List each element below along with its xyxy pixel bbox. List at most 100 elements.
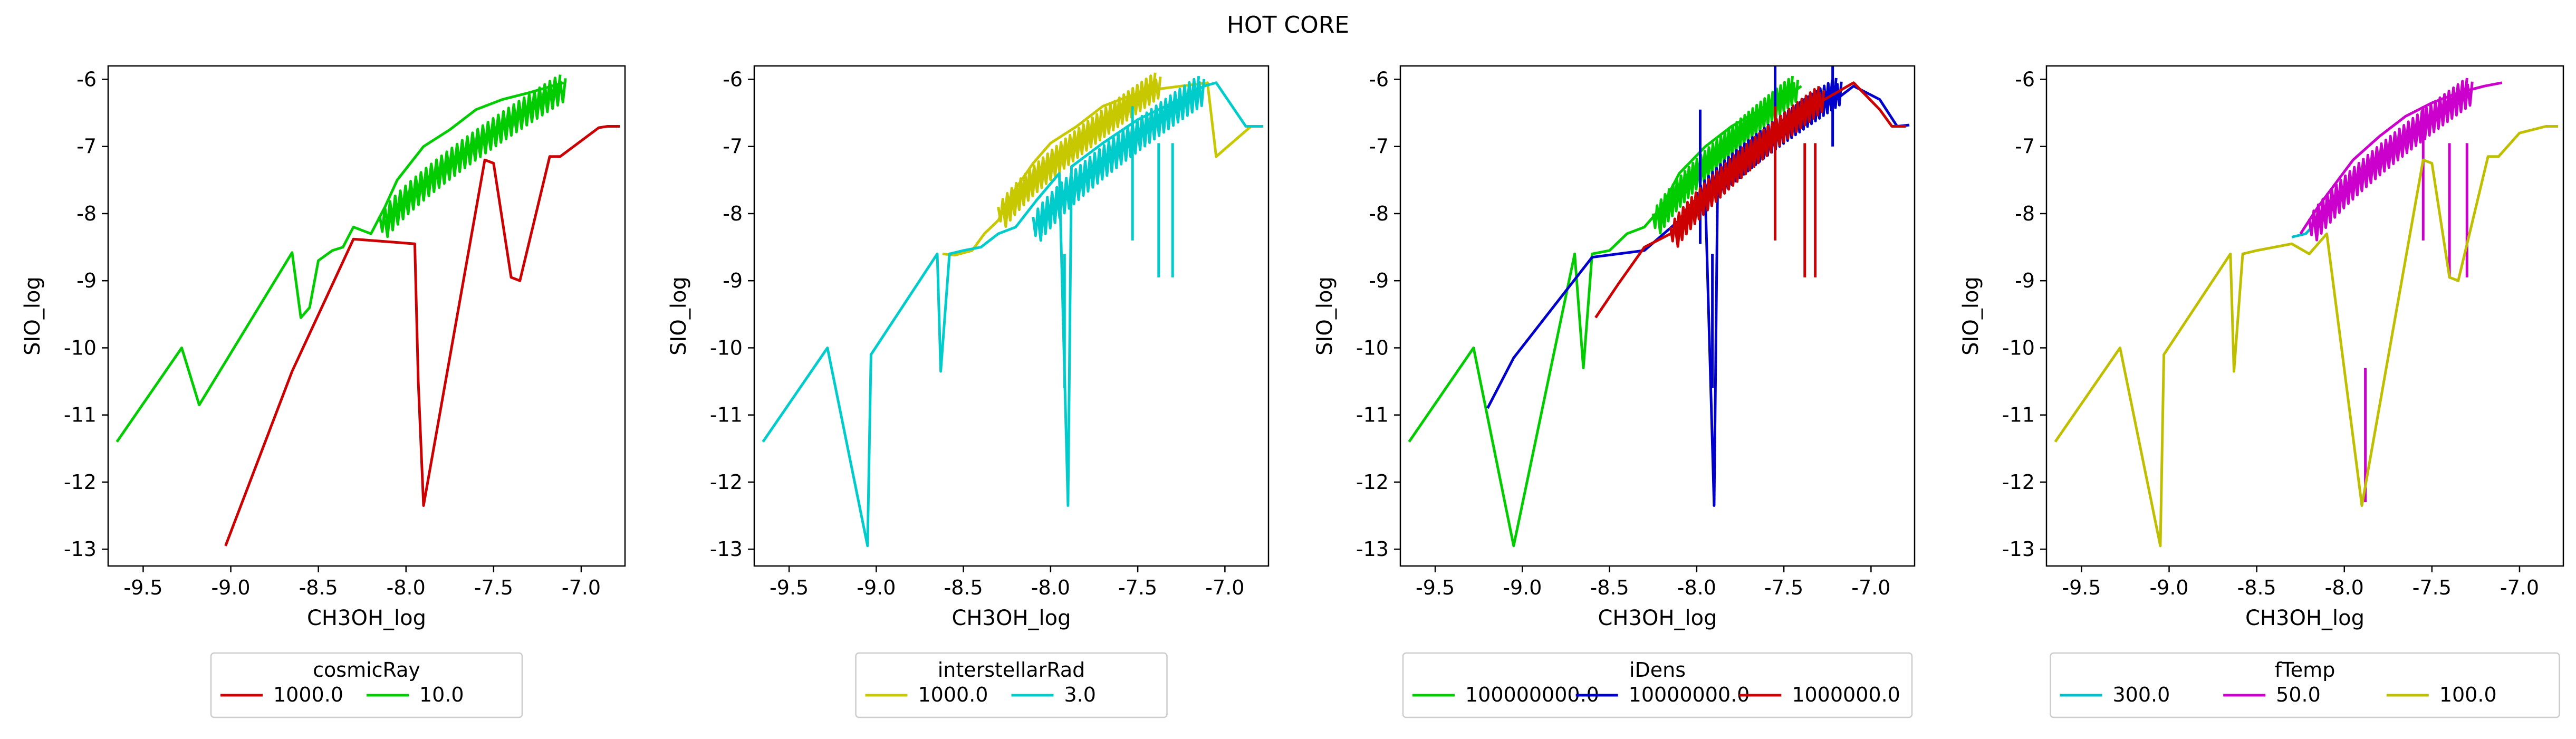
series-2 — [116, 74, 567, 443]
y-tick-label: -11 — [64, 404, 97, 427]
y-tick-label: -6 — [76, 68, 97, 91]
x-tick-label: -7.5 — [1764, 576, 1803, 599]
x-tick-label: -8.0 — [1677, 576, 1716, 599]
x-tick-label: -9.0 — [2149, 576, 2188, 599]
series-3 — [2054, 125, 2558, 548]
x-tick-label: -7.0 — [1205, 576, 1244, 599]
legend-entry-label: 300.0 — [2113, 683, 2170, 706]
y-tick-label: -6 — [2015, 68, 2035, 91]
x-tick-label: -7.5 — [1118, 576, 1157, 599]
series-band — [1002, 76, 1162, 228]
legend-entry-label: 1000000.0 — [1792, 683, 1900, 706]
y-tick-label: -11 — [2002, 404, 2035, 427]
legend-entry-label: 1000.0 — [273, 683, 343, 706]
legend-title: interstellarRad — [938, 658, 1085, 682]
x-tick-label: -9.5 — [1416, 576, 1455, 599]
y-tick-label: -8 — [76, 202, 97, 225]
plot-area — [2054, 78, 2558, 548]
subplots: -9.5 -9.0 -8.5 -8.0 -7.5 -7.0 -6 -7 -8 -9 -10 -11 -1… — [21, 65, 2564, 718]
series-line — [1408, 85, 1802, 548]
y-tick-label: -12 — [2002, 471, 2035, 494]
y-tick-label: -13 — [2002, 538, 2035, 561]
legend-frame — [210, 652, 523, 718]
legend-title: cosmicRay — [313, 658, 420, 682]
y-axis-label: SIO_log — [667, 276, 691, 356]
axes-frame — [107, 65, 626, 567]
y-axis-label: SIO_log — [21, 276, 45, 356]
x-tick-label: -8.5 — [1590, 576, 1629, 599]
legend-entry-label: 10000000.0 — [1629, 683, 1750, 706]
x-axis-label: CH3OH_log — [307, 606, 426, 630]
series-1 — [224, 125, 620, 546]
y-tick-label: -13 — [64, 538, 97, 561]
series-line — [116, 81, 564, 443]
x-tick-label: -7.5 — [2412, 576, 2452, 599]
figure-title: HOT CORE — [1227, 12, 1349, 39]
y-tick-label: -7 — [2015, 135, 2035, 158]
series-line — [1594, 81, 1906, 319]
series-line — [2054, 125, 2558, 548]
legend-entry-label: 3.0 — [1064, 683, 1096, 706]
y-tick-label: -7 — [76, 135, 97, 158]
y-tick-label: -7 — [723, 135, 743, 158]
y-tick-label: -8 — [723, 202, 743, 225]
y-tick-label: -8 — [1369, 202, 1389, 225]
y-tick-label: -11 — [1356, 404, 1389, 427]
plot-area — [762, 72, 1264, 548]
x-tick-label: -7.5 — [474, 576, 513, 599]
x-tick-label: -7.0 — [562, 576, 601, 599]
y-tick-label: -12 — [64, 471, 97, 494]
legend-entry-label: 50.0 — [2276, 683, 2321, 706]
y-tick-label: -9 — [1369, 269, 1389, 292]
axes-frame — [2045, 65, 2564, 567]
series-band — [1037, 79, 1206, 242]
series-2 — [762, 75, 1264, 548]
series-band — [383, 78, 567, 238]
x-tick-label: -8.5 — [944, 576, 983, 599]
y-tick-label: -7 — [1369, 135, 1389, 158]
series-line — [224, 125, 620, 546]
x-tick-label: -8.0 — [2325, 576, 2364, 599]
x-tick-label: -7.0 — [2500, 576, 2539, 599]
x-tick-label: -8.0 — [387, 576, 426, 599]
x-tick-label: -9.5 — [123, 576, 162, 599]
series-line — [2299, 81, 2503, 235]
x-axis-label: CH3OH_log — [952, 606, 1071, 630]
series-line — [762, 81, 1264, 548]
y-tick-label: -9 — [2015, 269, 2035, 292]
legend: fTemp 300.0 50.0 100.0 — [2050, 652, 2560, 718]
y-tick-label: -9 — [76, 269, 97, 292]
legend-frame — [1402, 652, 1913, 718]
y-axis-label: SIO_log — [1959, 276, 1983, 356]
series-3 — [1594, 81, 1906, 319]
y-tick-label: -10 — [2002, 336, 2035, 359]
plot-area — [1408, 66, 1910, 548]
y-tick-label: -12 — [1356, 471, 1389, 494]
legend-entry-label: 100.0 — [2439, 683, 2497, 706]
plot-area — [116, 74, 620, 546]
x-tick-label: -9.0 — [211, 576, 250, 599]
legend-entry-label: 1000.0 — [918, 683, 988, 706]
legend-frame — [2050, 652, 2560, 718]
subplot-2: -9.5 -9.0 -8.5 -8.0 -7.5 -7.0 -6 -7 -8 -9 -10 -11 -1… — [667, 65, 1270, 718]
x-tick-label: -8.5 — [2237, 576, 2276, 599]
y-tick-label: -13 — [710, 538, 743, 561]
series-1 — [942, 72, 1264, 257]
y-tick-label: -6 — [1369, 68, 1389, 91]
series-2 — [2299, 78, 2503, 503]
x-tick-label: -9.0 — [857, 576, 896, 599]
y-tick-label: -9 — [723, 269, 743, 292]
subplot-4: -9.5 -9.0 -8.5 -8.0 -7.5 -7.0 -6 -7 -8 -9 -10 -11 -1… — [1959, 65, 2564, 718]
legend-title: fTemp — [2275, 658, 2335, 682]
legend-title: iDens — [1629, 658, 1686, 682]
y-tick-label: -10 — [1356, 336, 1389, 359]
x-tick-label: -9.0 — [1503, 576, 1542, 599]
y-tick-label: -8 — [2015, 202, 2035, 225]
series-line — [942, 81, 1264, 257]
x-tick-label: -9.5 — [2062, 576, 2101, 599]
